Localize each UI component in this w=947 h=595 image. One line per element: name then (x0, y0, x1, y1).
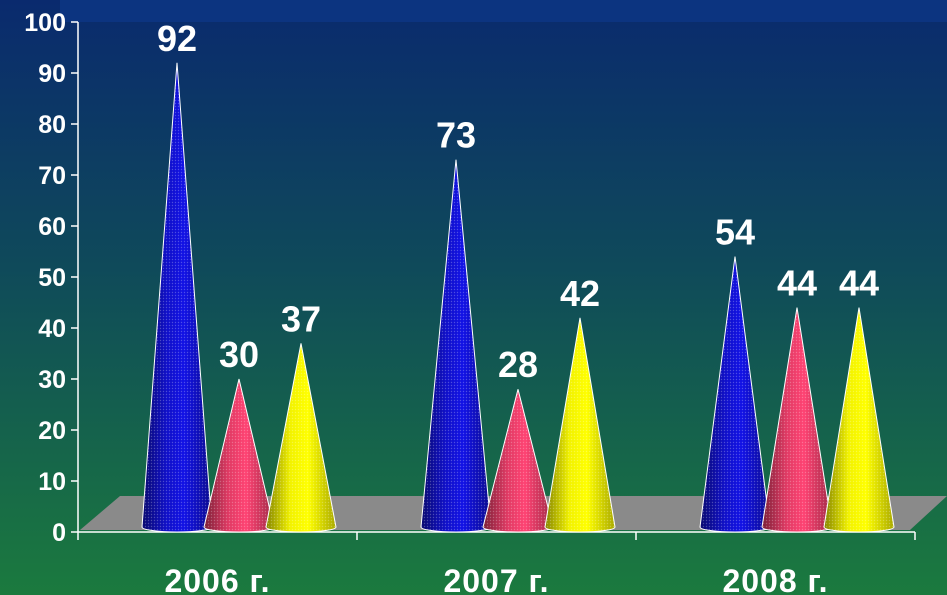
y-tick-label: 70 (38, 162, 66, 190)
data-label: 30 (219, 334, 259, 375)
category-label: 2008 г. (722, 563, 828, 595)
y-tick-label: 90 (38, 60, 66, 88)
cone-bar-texture (824, 307, 894, 532)
cone-bar-texture (762, 307, 832, 532)
cone-bar-texture (483, 389, 553, 532)
y-tick-label: 50 (38, 264, 66, 292)
y-tick-label: 10 (38, 468, 66, 496)
cone-bar-texture (545, 317, 615, 532)
data-labels: 92 30 37 73 28 42 54 44 44 (157, 18, 879, 385)
y-tick-label: 0 (52, 519, 66, 547)
cone-bar-texture (142, 62, 212, 533)
y-tick-label: 60 (38, 213, 66, 241)
data-label: 42 (560, 273, 600, 314)
x-axis-ticks (77, 532, 916, 540)
category-label: 2006 г. (164, 563, 270, 595)
category-labels: 2006 г. 2007 г. 2008 г. (164, 563, 828, 595)
top-band (60, 0, 947, 22)
cone-bar-texture (204, 379, 274, 532)
data-label: 44 (839, 263, 879, 304)
y-axis-ticks: 0 10 20 30 40 50 60 70 80 90 100 (24, 9, 78, 547)
y-tick-label: 80 (38, 111, 66, 139)
cone-bar-texture (266, 343, 336, 532)
y-tick-label: 30 (38, 366, 66, 394)
cone-bar-texture (700, 256, 770, 532)
data-label: 44 (777, 263, 817, 304)
data-label: 92 (157, 18, 197, 59)
cone-bar-texture (421, 159, 491, 532)
data-label: 73 (436, 115, 476, 156)
y-tick-label: 100 (24, 9, 66, 37)
category-label: 2007 г. (443, 563, 549, 595)
cone-bars (141, 62, 895, 533)
y-tick-label: 40 (38, 315, 66, 343)
y-tick-label: 20 (38, 417, 66, 445)
data-label: 54 (715, 212, 755, 253)
data-label: 37 (281, 298, 321, 339)
data-label: 28 (498, 344, 538, 385)
